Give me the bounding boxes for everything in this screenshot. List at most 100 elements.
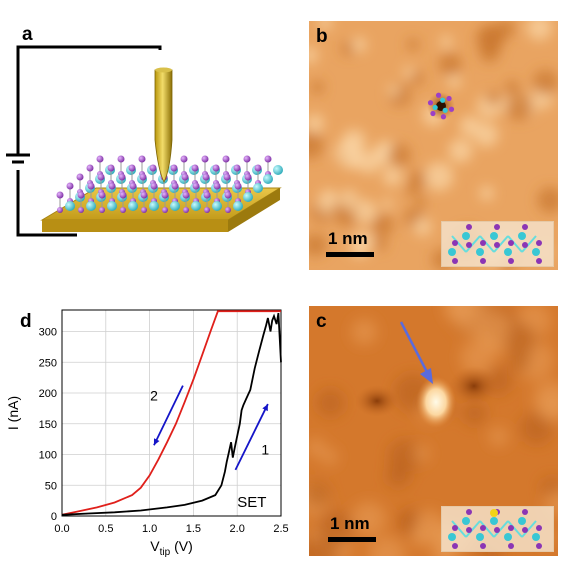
stm-tip bbox=[154, 69, 173, 183]
x-tick-label: 2.5 bbox=[273, 523, 288, 535]
se-atom bbox=[191, 164, 199, 172]
se-atom bbox=[224, 191, 232, 199]
panel-label-c: c bbox=[316, 311, 327, 332]
y-tick-label: 100 bbox=[39, 450, 57, 462]
arrow-down-icon bbox=[153, 385, 184, 446]
se-atom bbox=[213, 182, 221, 190]
se-atom bbox=[182, 191, 190, 199]
se-atom bbox=[99, 207, 105, 213]
scalebar-c bbox=[328, 537, 376, 542]
se-atom bbox=[225, 207, 231, 213]
mo-atom bbox=[170, 201, 180, 211]
se-atom bbox=[212, 164, 220, 172]
mo-atom bbox=[253, 183, 263, 193]
mo-atom bbox=[128, 201, 138, 211]
mo-atom bbox=[243, 192, 253, 202]
se-atom bbox=[244, 173, 252, 181]
mo-atom bbox=[107, 201, 117, 211]
stm-image-b: 1 nm bbox=[309, 21, 558, 270]
arrow-label-1: 1 bbox=[261, 442, 269, 458]
se-atom bbox=[171, 182, 179, 190]
se-atom bbox=[201, 155, 209, 163]
se-atom bbox=[118, 173, 126, 181]
iv-chart: 0.0 0.5 1.0 1.5 2.0 2.5 0 50 100 150 200 250 300 I (… bbox=[5, 309, 289, 558]
x-tick-label: 2.0 bbox=[230, 523, 245, 535]
scalebar-label-b: 1 nm bbox=[328, 229, 368, 248]
se-atom bbox=[138, 155, 146, 163]
se-atom bbox=[180, 155, 188, 163]
se-atom bbox=[139, 173, 147, 181]
series-black-line bbox=[61, 312, 282, 516]
mo-atom bbox=[263, 174, 273, 184]
stm-image-c: 1 nm bbox=[309, 306, 558, 556]
x-axis-label-main: V bbox=[150, 538, 160, 554]
panel-label-d: d bbox=[20, 311, 32, 332]
se-atom bbox=[128, 164, 136, 172]
se-atom bbox=[222, 155, 230, 163]
se-atom bbox=[203, 191, 211, 199]
se-atom bbox=[66, 182, 74, 190]
x-tick-label: 1.0 bbox=[142, 523, 157, 535]
se-atom bbox=[161, 191, 169, 199]
x-tick-label: 0.0 bbox=[54, 523, 69, 535]
arrow-label-2: 2 bbox=[150, 387, 158, 403]
atom-lattice bbox=[56, 155, 283, 213]
se-atom bbox=[162, 207, 168, 213]
y-axis-label: I (nA) bbox=[5, 396, 21, 430]
se-atom bbox=[181, 173, 189, 181]
se-atom bbox=[76, 173, 84, 181]
se-atom bbox=[150, 182, 158, 190]
scalebar-label-c: 1 nm bbox=[330, 514, 370, 533]
y-tick-label: 300 bbox=[39, 327, 57, 339]
se-atom bbox=[233, 164, 241, 172]
se-atom bbox=[149, 164, 157, 172]
mo-atom bbox=[273, 165, 283, 175]
y-tick-label: 200 bbox=[39, 388, 57, 400]
se-atom bbox=[129, 182, 137, 190]
series-red-line bbox=[61, 310, 281, 516]
se-atom bbox=[120, 207, 126, 213]
se-atom bbox=[234, 182, 242, 190]
x-axis-label: Vtip (V) bbox=[150, 538, 192, 558]
y-tick-label: 0 bbox=[51, 511, 57, 523]
se-atom bbox=[108, 182, 116, 190]
se-atom bbox=[57, 207, 63, 213]
x-axis-label-sub: tip bbox=[160, 547, 171, 558]
se-atom bbox=[97, 173, 105, 181]
se-atom bbox=[86, 164, 94, 172]
mo-atom bbox=[65, 201, 75, 211]
battery-icon bbox=[6, 153, 30, 164]
defect-arrow bbox=[399, 321, 431, 377]
se-atom bbox=[107, 164, 115, 172]
x-tick-label: 1.5 bbox=[186, 523, 201, 535]
se-atom bbox=[77, 191, 85, 199]
se-atom bbox=[87, 182, 95, 190]
y-tick-label: 250 bbox=[39, 357, 57, 369]
se-atom bbox=[56, 191, 64, 199]
x-tick-label: 0.5 bbox=[98, 523, 113, 535]
structure-inset-b bbox=[441, 221, 554, 267]
se-atom bbox=[140, 191, 148, 199]
se-atom bbox=[96, 155, 104, 163]
stm-schematic bbox=[6, 45, 283, 237]
circuit-wire bbox=[16, 45, 162, 237]
mo-atom bbox=[86, 201, 96, 211]
se-atom bbox=[119, 191, 127, 199]
se-atom bbox=[243, 155, 251, 163]
se-atom bbox=[98, 191, 106, 199]
mo-atom bbox=[149, 201, 159, 211]
x-axis-label-unit: (V) bbox=[174, 538, 193, 554]
panel-label-a: a bbox=[22, 24, 33, 45]
arrow-up-icon bbox=[234, 403, 269, 471]
annotation-set: SET bbox=[237, 494, 266, 511]
y-tick-label: 150 bbox=[39, 419, 57, 431]
se-atom bbox=[117, 155, 125, 163]
se-atom bbox=[183, 207, 189, 213]
se-atom bbox=[202, 173, 210, 181]
structure-inset-c bbox=[441, 506, 554, 552]
y-tick-label: 50 bbox=[45, 480, 57, 492]
mo-atom bbox=[233, 201, 243, 211]
plot-frame bbox=[61, 309, 282, 517]
mo-atom bbox=[191, 201, 201, 211]
se-atom bbox=[254, 164, 262, 172]
